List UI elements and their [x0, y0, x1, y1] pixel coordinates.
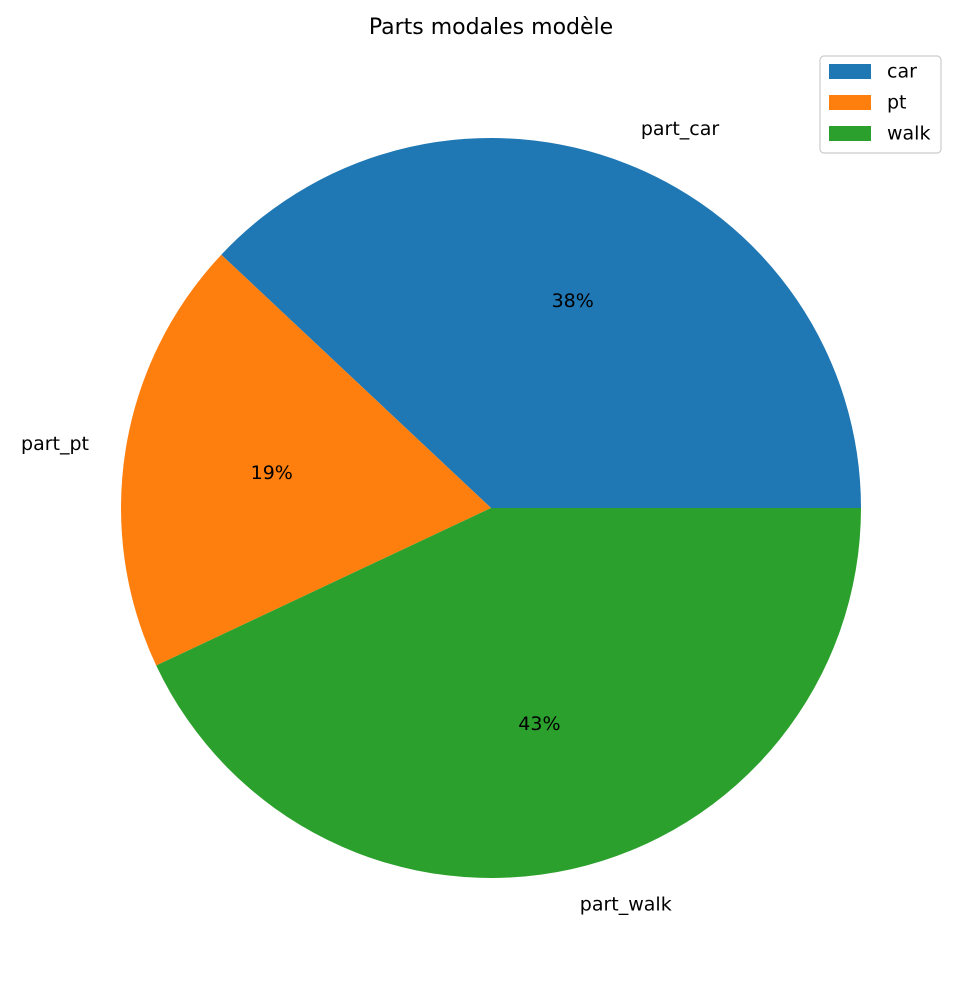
- percent-labels: 38% 19% 43%: [251, 290, 594, 735]
- legend-label-car: car: [887, 61, 917, 83]
- percent-label-car: 38%: [552, 290, 594, 312]
- legend: car pt walk: [819, 55, 942, 154]
- percent-label-walk: 43%: [518, 713, 560, 735]
- pie-slices: [121, 138, 861, 878]
- pie-slice-walk: [156, 508, 861, 878]
- slice-labels: part_car part_pt part_walk: [21, 118, 719, 916]
- slice-label-pt: part_pt: [21, 433, 89, 455]
- legend-swatch-car: [829, 64, 871, 79]
- pie-slice-car: [221, 138, 861, 508]
- legend-label-pt: pt: [887, 92, 907, 114]
- slice-label-walk: part_walk: [580, 894, 672, 916]
- legend-swatch-walk: [829, 126, 871, 141]
- legend-swatch-pt: [829, 95, 871, 110]
- percent-label-pt: 19%: [251, 462, 293, 484]
- pie-slice-pt: [121, 254, 491, 666]
- chart-title: Parts modales modèle: [369, 15, 613, 40]
- legend-label-walk: walk: [887, 123, 930, 145]
- slice-label-car: part_car: [641, 118, 720, 140]
